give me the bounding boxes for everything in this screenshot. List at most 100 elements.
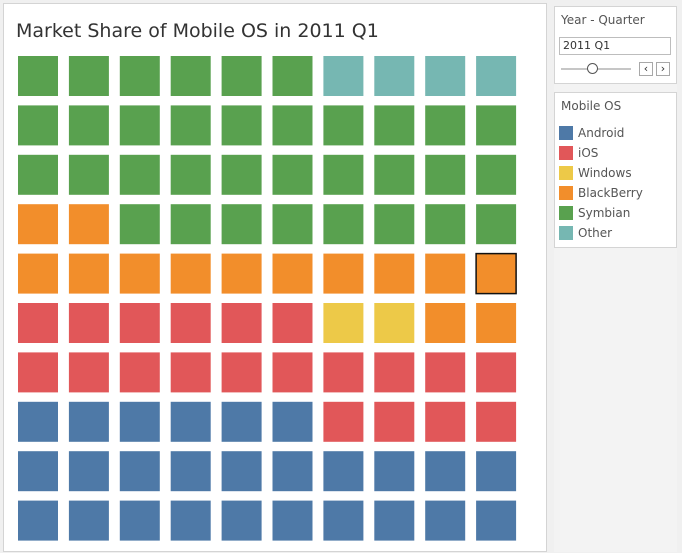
waffle-square-ios[interactable] bbox=[18, 303, 58, 343]
waffle-square-symbian[interactable] bbox=[18, 105, 58, 146]
waffle-square-blackberry[interactable] bbox=[68, 253, 109, 294]
waffle-square-android[interactable] bbox=[18, 500, 58, 541]
waffle-square-symbian[interactable] bbox=[170, 204, 211, 245]
waffle-square-ios[interactable] bbox=[68, 352, 109, 393]
waffle-square-ios[interactable] bbox=[425, 401, 466, 442]
waffle-square-blackberry[interactable] bbox=[119, 253, 160, 294]
waffle-square-symbian[interactable] bbox=[374, 154, 415, 195]
waffle-square-android[interactable] bbox=[170, 451, 211, 492]
waffle-square-symbian[interactable] bbox=[68, 56, 109, 96]
waffle-square-android[interactable] bbox=[221, 451, 262, 492]
waffle-square-ios[interactable] bbox=[272, 352, 313, 393]
waffle-square-blackberry[interactable] bbox=[68, 204, 109, 245]
quarter-slider-handle[interactable] bbox=[587, 63, 598, 74]
waffle-square-other[interactable] bbox=[323, 56, 364, 96]
waffle-square-blackberry[interactable] bbox=[476, 303, 517, 343]
waffle-square-blackberry[interactable] bbox=[170, 253, 211, 294]
waffle-square-blackberry[interactable] bbox=[18, 253, 58, 294]
waffle-square-ios[interactable] bbox=[170, 303, 211, 343]
waffle-square-ios[interactable] bbox=[68, 303, 109, 343]
waffle-square-ios[interactable] bbox=[323, 352, 364, 393]
waffle-square-blackberry[interactable] bbox=[425, 303, 466, 343]
waffle-square-android[interactable] bbox=[119, 451, 160, 492]
waffle-square-symbian[interactable] bbox=[374, 204, 415, 245]
waffle-square-blackberry[interactable] bbox=[221, 253, 262, 294]
waffle-square-android[interactable] bbox=[170, 401, 211, 442]
waffle-square-symbian[interactable] bbox=[323, 105, 364, 146]
waffle-square-ios[interactable] bbox=[476, 401, 517, 442]
legend-item-windows[interactable]: Windows bbox=[559, 165, 673, 181]
waffle-square-symbian[interactable] bbox=[476, 204, 517, 245]
waffle-square-android[interactable] bbox=[476, 500, 517, 541]
waffle-square-android[interactable] bbox=[425, 451, 466, 492]
waffle-square-symbian[interactable] bbox=[272, 105, 313, 146]
waffle-square-symbian[interactable] bbox=[119, 56, 160, 96]
waffle-square-other[interactable] bbox=[374, 56, 415, 96]
quarter-value-field[interactable]: 2011 Q1 bbox=[559, 37, 671, 55]
waffle-square-symbian[interactable] bbox=[68, 105, 109, 146]
waffle-square-android[interactable] bbox=[68, 451, 109, 492]
waffle-square-symbian[interactable] bbox=[221, 56, 262, 96]
waffle-square-symbian[interactable] bbox=[119, 204, 160, 245]
waffle-square-ios[interactable] bbox=[119, 303, 160, 343]
waffle-square-blackberry[interactable] bbox=[272, 253, 313, 294]
waffle-square-ios[interactable] bbox=[476, 352, 517, 393]
waffle-square-android[interactable] bbox=[374, 451, 415, 492]
waffle-square-other[interactable] bbox=[476, 56, 517, 96]
waffle-square-symbian[interactable] bbox=[425, 105, 466, 146]
waffle-square-symbian[interactable] bbox=[425, 204, 466, 245]
waffle-square-blackberry[interactable] bbox=[323, 253, 364, 294]
waffle-square-android[interactable] bbox=[18, 451, 58, 492]
waffle-square-android[interactable] bbox=[119, 401, 160, 442]
waffle-square-ios[interactable] bbox=[272, 303, 313, 343]
previous-quarter-button[interactable]: ‹ bbox=[639, 62, 653, 76]
waffle-square-symbian[interactable] bbox=[18, 56, 58, 96]
waffle-square-android[interactable] bbox=[476, 451, 517, 492]
waffle-square-symbian[interactable] bbox=[119, 154, 160, 195]
waffle-square-blackberry[interactable] bbox=[475, 252, 517, 295]
waffle-square-symbian[interactable] bbox=[221, 105, 262, 146]
waffle-square-ios[interactable] bbox=[221, 352, 262, 393]
waffle-square-ios[interactable] bbox=[323, 401, 364, 442]
waffle-square-symbian[interactable] bbox=[68, 154, 109, 195]
waffle-square-android[interactable] bbox=[119, 500, 160, 541]
waffle-square-symbian[interactable] bbox=[170, 154, 211, 195]
waffle-square-windows[interactable] bbox=[323, 303, 364, 343]
waffle-square-android[interactable] bbox=[374, 500, 415, 541]
waffle-square-ios[interactable] bbox=[221, 303, 262, 343]
waffle-square-ios[interactable] bbox=[119, 352, 160, 393]
legend-item-other[interactable]: Other bbox=[559, 225, 673, 241]
waffle-square-symbian[interactable] bbox=[323, 204, 364, 245]
waffle-square-ios[interactable] bbox=[374, 401, 415, 442]
waffle-square-symbian[interactable] bbox=[476, 105, 517, 146]
waffle-square-ios[interactable] bbox=[425, 352, 466, 393]
waffle-square-android[interactable] bbox=[323, 451, 364, 492]
waffle-square-android[interactable] bbox=[272, 401, 313, 442]
waffle-square-symbian[interactable] bbox=[374, 105, 415, 146]
waffle-square-blackberry[interactable] bbox=[374, 253, 415, 294]
legend-item-symbian[interactable]: Symbian bbox=[559, 205, 673, 221]
waffle-square-android[interactable] bbox=[68, 500, 109, 541]
waffle-square-blackberry[interactable] bbox=[425, 253, 466, 294]
waffle-square-symbian[interactable] bbox=[170, 105, 211, 146]
waffle-square-android[interactable] bbox=[272, 451, 313, 492]
waffle-square-symbian[interactable] bbox=[170, 56, 211, 96]
waffle-square-symbian[interactable] bbox=[272, 56, 313, 96]
waffle-square-other[interactable] bbox=[425, 56, 466, 96]
waffle-square-android[interactable] bbox=[18, 401, 58, 442]
legend-item-android[interactable]: Android bbox=[559, 125, 673, 141]
waffle-square-android[interactable] bbox=[323, 500, 364, 541]
legend-item-blackberry[interactable]: BlackBerry bbox=[559, 185, 673, 201]
waffle-square-android[interactable] bbox=[68, 401, 109, 442]
waffle-square-symbian[interactable] bbox=[221, 204, 262, 245]
waffle-square-android[interactable] bbox=[221, 401, 262, 442]
waffle-square-symbian[interactable] bbox=[425, 154, 466, 195]
waffle-square-symbian[interactable] bbox=[476, 154, 517, 195]
waffle-square-ios[interactable] bbox=[374, 352, 415, 393]
waffle-square-symbian[interactable] bbox=[18, 154, 58, 195]
waffle-square-android[interactable] bbox=[221, 500, 262, 541]
waffle-square-symbian[interactable] bbox=[221, 154, 262, 195]
waffle-square-ios[interactable] bbox=[18, 352, 58, 393]
waffle-square-symbian[interactable] bbox=[272, 154, 313, 195]
waffle-square-android[interactable] bbox=[170, 500, 211, 541]
